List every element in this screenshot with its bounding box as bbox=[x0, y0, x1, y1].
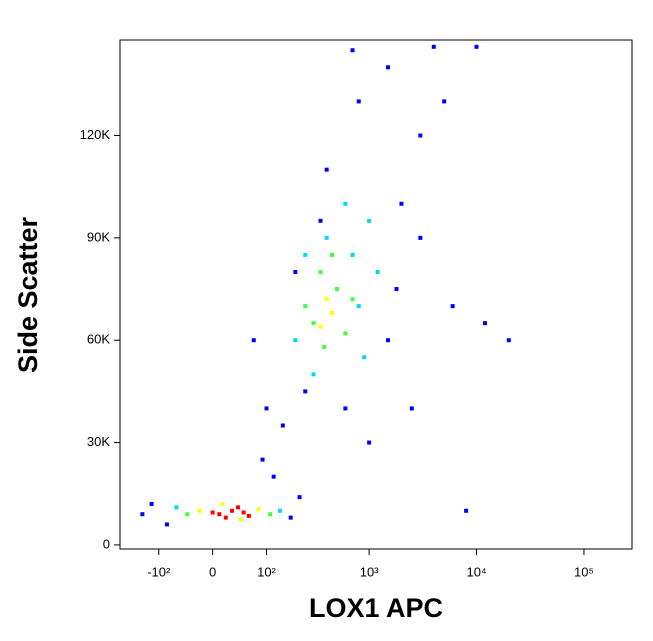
point bbox=[164, 522, 169, 527]
point bbox=[343, 331, 348, 336]
point bbox=[350, 297, 355, 302]
point bbox=[303, 252, 308, 257]
x-tick-label: 10² bbox=[257, 564, 276, 579]
point bbox=[220, 501, 225, 506]
point bbox=[442, 99, 447, 104]
point bbox=[399, 201, 404, 206]
point bbox=[297, 495, 302, 500]
point bbox=[210, 510, 215, 515]
point bbox=[217, 512, 222, 517]
point bbox=[149, 501, 154, 506]
point bbox=[324, 235, 329, 240]
x-tick-label: 10⁵ bbox=[574, 564, 594, 579]
point bbox=[318, 324, 323, 329]
point bbox=[280, 423, 285, 428]
y-tick-label: 120K bbox=[80, 127, 111, 142]
point bbox=[367, 218, 372, 223]
x-axis-title: LOX1 APC bbox=[309, 593, 443, 623]
point bbox=[334, 287, 339, 292]
point bbox=[260, 457, 265, 462]
point bbox=[318, 269, 323, 274]
y-tick-label: 60K bbox=[87, 332, 110, 347]
point bbox=[264, 406, 269, 411]
point bbox=[343, 406, 348, 411]
point bbox=[418, 133, 423, 138]
point bbox=[311, 372, 316, 377]
y-tick-label: 30K bbox=[87, 434, 110, 449]
point bbox=[268, 512, 273, 517]
point bbox=[223, 515, 228, 520]
point bbox=[238, 517, 243, 522]
point bbox=[185, 512, 190, 517]
point bbox=[375, 269, 380, 274]
point bbox=[256, 507, 261, 512]
point bbox=[277, 508, 282, 513]
point bbox=[474, 44, 479, 49]
point bbox=[241, 510, 246, 515]
point bbox=[330, 310, 335, 315]
y-tick-label: 90K bbox=[87, 229, 110, 244]
x-tick-label: 0 bbox=[209, 564, 216, 579]
point bbox=[318, 218, 323, 223]
point bbox=[506, 338, 511, 343]
point bbox=[246, 513, 251, 518]
point bbox=[174, 505, 179, 510]
point bbox=[386, 65, 391, 70]
point bbox=[251, 338, 256, 343]
plot-frame bbox=[119, 39, 633, 550]
point bbox=[303, 304, 308, 309]
point bbox=[350, 252, 355, 257]
y-axis-title: Side Scatter bbox=[13, 216, 43, 373]
y-tick-label: 0 bbox=[103, 536, 110, 551]
point bbox=[356, 99, 361, 104]
point bbox=[140, 512, 145, 517]
point bbox=[230, 508, 235, 513]
point bbox=[394, 287, 399, 292]
point bbox=[271, 474, 276, 479]
point bbox=[293, 338, 298, 343]
point bbox=[343, 201, 348, 206]
x-tick-label: 10⁴ bbox=[466, 564, 486, 579]
point bbox=[464, 508, 469, 513]
point bbox=[386, 338, 391, 343]
point bbox=[350, 48, 355, 53]
point bbox=[367, 440, 372, 445]
x-tick-label: -10² bbox=[147, 564, 171, 579]
point bbox=[311, 321, 316, 326]
point bbox=[418, 235, 423, 240]
point bbox=[450, 304, 455, 309]
point bbox=[322, 345, 327, 350]
point bbox=[236, 505, 241, 510]
x-tick-label: 10³ bbox=[360, 564, 379, 579]
point bbox=[409, 406, 414, 411]
plot-area bbox=[140, 44, 511, 527]
point bbox=[288, 515, 293, 520]
point bbox=[293, 269, 298, 274]
point bbox=[356, 304, 361, 309]
point bbox=[483, 321, 488, 326]
point bbox=[324, 297, 329, 302]
point bbox=[431, 44, 436, 49]
point bbox=[197, 508, 202, 513]
point bbox=[324, 167, 329, 172]
point bbox=[303, 389, 308, 394]
point bbox=[362, 355, 367, 360]
point bbox=[330, 252, 335, 257]
